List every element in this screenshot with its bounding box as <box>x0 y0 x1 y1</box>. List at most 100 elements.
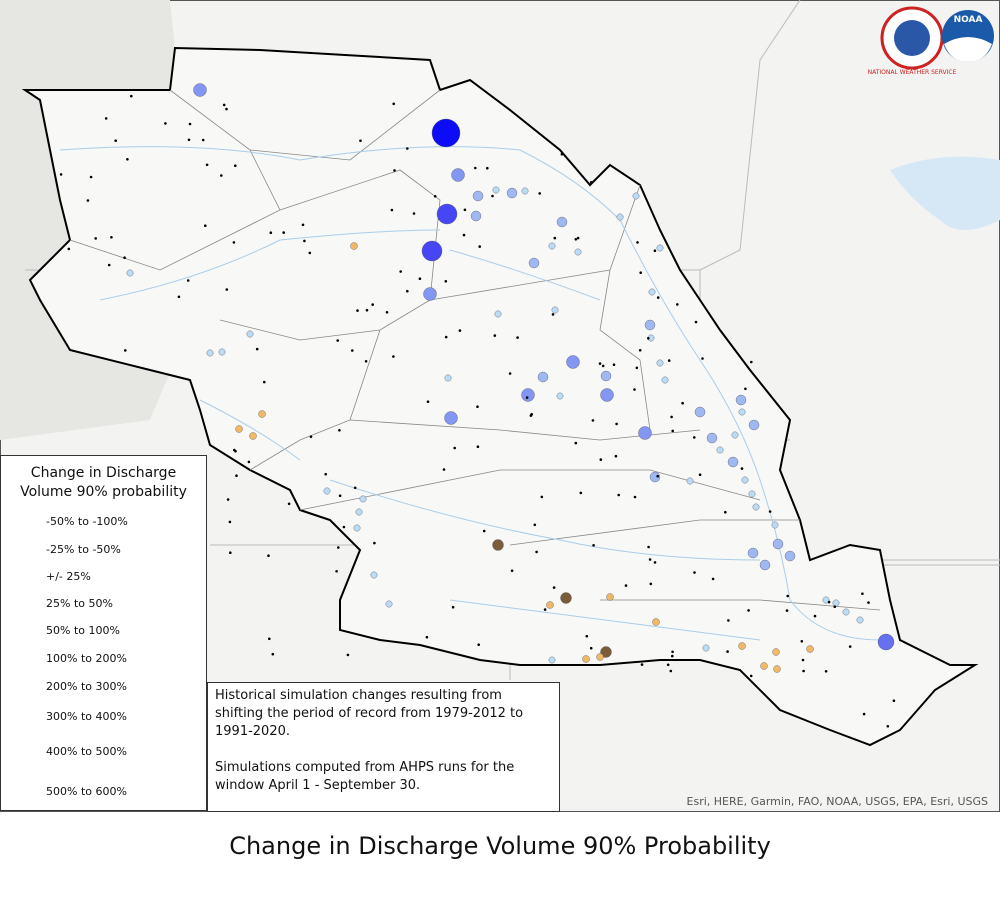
marker <box>556 392 564 400</box>
marker <box>633 388 636 391</box>
marker <box>639 271 642 275</box>
marker <box>606 593 614 601</box>
marker <box>425 635 429 639</box>
lake <box>890 156 1000 230</box>
marker <box>822 596 830 604</box>
legend-label: 300% to 400% <box>46 710 127 723</box>
marker <box>530 413 533 416</box>
marker <box>653 249 657 252</box>
marker <box>406 147 409 150</box>
marker <box>538 192 541 195</box>
marker <box>656 296 660 299</box>
marker <box>813 614 817 618</box>
marker <box>104 117 108 120</box>
marker <box>759 559 771 571</box>
marker <box>832 599 840 607</box>
marker <box>543 608 547 611</box>
marker <box>671 650 674 654</box>
marker <box>267 554 270 557</box>
marker <box>229 551 232 554</box>
marker <box>233 448 236 452</box>
noaa-logo-text: NOAA <box>954 15 983 25</box>
marker <box>553 236 557 240</box>
marker <box>716 446 724 454</box>
marker <box>749 674 753 678</box>
marker <box>494 310 502 318</box>
marker <box>421 240 443 262</box>
legend-label: 100% to 200% <box>46 652 127 665</box>
marker <box>521 187 529 195</box>
marker <box>249 432 257 440</box>
marker <box>323 487 331 495</box>
marker <box>574 441 578 445</box>
marker <box>225 288 229 291</box>
marker <box>842 608 850 616</box>
marker <box>476 445 480 449</box>
marker <box>493 334 497 337</box>
marker <box>566 355 580 369</box>
marker <box>373 541 376 545</box>
marker <box>164 122 167 125</box>
marker <box>582 655 590 663</box>
marker <box>601 364 605 368</box>
marker <box>492 539 504 551</box>
marker <box>640 663 644 666</box>
marker <box>576 236 580 240</box>
marker <box>234 164 237 167</box>
marker <box>667 359 671 362</box>
marker <box>671 429 674 433</box>
marker <box>552 586 556 589</box>
marker <box>772 538 784 550</box>
marker <box>750 360 753 364</box>
marker <box>222 103 226 107</box>
marker <box>187 138 191 142</box>
marker <box>423 287 437 301</box>
marker <box>638 349 642 352</box>
marker <box>201 138 205 142</box>
marker <box>617 493 620 497</box>
marker <box>892 699 896 702</box>
marker <box>371 303 375 306</box>
marker <box>351 349 354 352</box>
marker <box>600 388 614 402</box>
marker <box>433 195 437 198</box>
marker <box>771 521 779 529</box>
marker <box>551 313 555 316</box>
marker <box>786 594 789 598</box>
marker <box>741 476 749 484</box>
marker <box>462 233 466 237</box>
basin-outline <box>21 46 979 747</box>
marker <box>444 374 452 382</box>
marker <box>669 669 673 673</box>
marker <box>235 425 243 433</box>
marker <box>177 295 181 299</box>
marker <box>353 524 361 532</box>
marker <box>773 665 781 673</box>
legend-label: 50% to 100% <box>46 624 120 637</box>
legend-label: 400% to 500% <box>46 745 127 758</box>
marker <box>747 609 750 612</box>
marker <box>308 251 312 255</box>
marker <box>768 510 772 513</box>
marker <box>711 577 715 581</box>
marker <box>633 495 637 499</box>
marker <box>752 503 760 511</box>
marker <box>589 646 593 650</box>
marker <box>444 335 448 339</box>
marker <box>760 662 768 670</box>
marker <box>824 670 828 673</box>
marker <box>287 502 291 506</box>
marker <box>616 213 624 221</box>
legend-label: -50% to -100% <box>46 515 128 528</box>
marker <box>556 216 568 228</box>
marker <box>126 158 129 161</box>
marker <box>338 429 341 432</box>
marker <box>726 650 729 653</box>
marker <box>482 529 486 533</box>
marker <box>827 600 831 604</box>
marker <box>671 654 674 658</box>
marker <box>350 242 358 250</box>
marker <box>444 411 458 425</box>
marker <box>263 380 266 384</box>
marker <box>867 601 870 604</box>
